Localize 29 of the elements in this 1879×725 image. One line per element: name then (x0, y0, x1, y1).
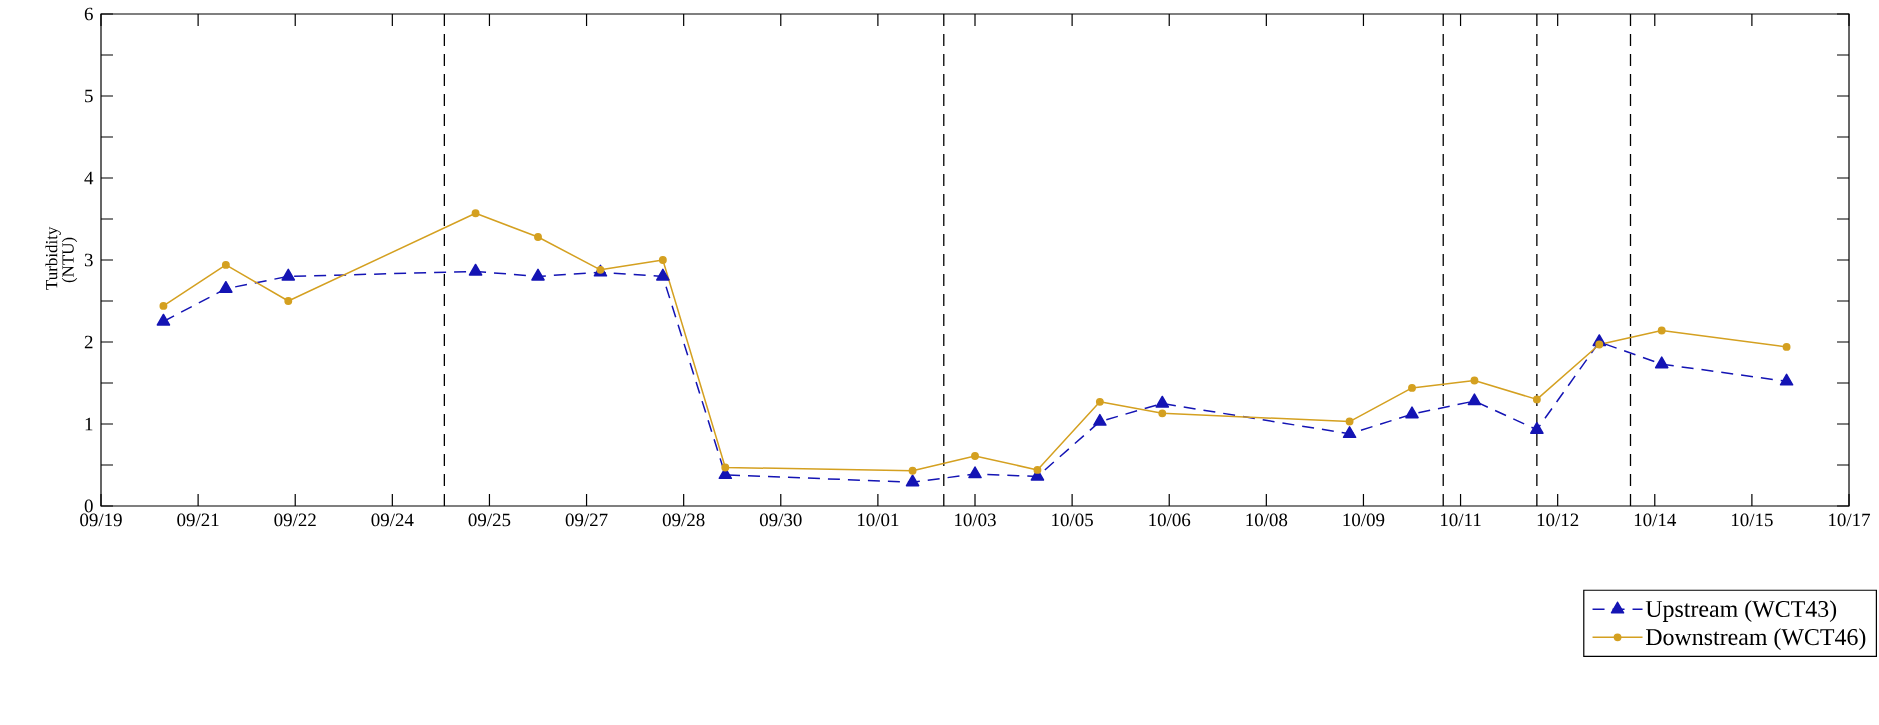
x-tick-label: 10/09 (1343, 513, 1385, 527)
x-tick-label: 10/15 (1731, 513, 1773, 527)
x-tick-label: 10/17 (1829, 513, 1871, 527)
x-tick-label: 10/01 (857, 513, 899, 527)
y-tick-label: 4 (84, 171, 94, 185)
x-tick-label: 09/30 (759, 513, 802, 527)
y-axis-title: Turbidity (NTU) (45, 226, 78, 290)
x-tick-label: 09/24 (371, 513, 414, 527)
x-tick-label: 09/19 (80, 513, 122, 527)
y-tick-label: 0 (84, 499, 93, 513)
x-tick-label: 10/12 (1537, 513, 1579, 527)
x-tick-label: 10/03 (955, 513, 996, 527)
y-tick-label: 1 (85, 417, 93, 431)
x-tick-label: 09/28 (662, 513, 705, 527)
legend-label: Downstream (WCT46) (1645, 628, 1866, 650)
x-tick-label: 09/22 (274, 513, 316, 527)
y-tick-label: 5 (85, 89, 93, 103)
x-tick-label: 09/27 (565, 513, 608, 527)
x-tick-label: 10/05 (1052, 513, 1093, 527)
legend-label: Upstream (WCT43) (1645, 600, 1837, 622)
y-tick-label: 3 (84, 253, 93, 267)
x-tick-label: 09/21 (177, 513, 219, 527)
x-tick-label: 10/08 (1246, 513, 1288, 527)
x-tick-label: 09/25 (468, 513, 511, 527)
x-tick-label: 10/06 (1149, 513, 1191, 527)
x-tick-label: 10/11 (1441, 513, 1481, 527)
x-tick-label: 10/14 (1634, 513, 1677, 527)
y-tick-label: 2 (84, 335, 93, 349)
y-tick-label: 6 (84, 7, 93, 21)
